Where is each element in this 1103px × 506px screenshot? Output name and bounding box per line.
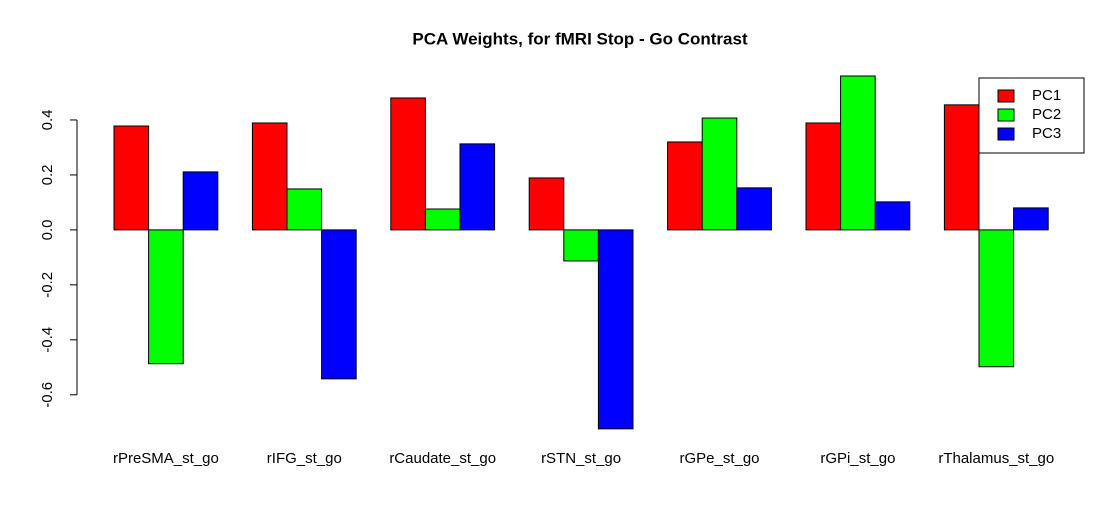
y-tick-label: -0.4 (39, 327, 56, 353)
x-tick-label: rCaudate_st_go (389, 450, 496, 467)
y-tick-label: -0.2 (39, 272, 56, 298)
bar (182, 171, 219, 231)
legend-swatch (997, 89, 1015, 103)
x-tick-label: rGPe_st_go (679, 450, 759, 467)
x-tick-label: rGPi_st_go (820, 450, 895, 467)
y-tick-label: -0.6 (39, 382, 56, 408)
bar (390, 97, 426, 231)
bar (424, 208, 461, 231)
y-tick-label: 0.0 (39, 219, 56, 240)
bar (286, 188, 323, 231)
bar (736, 187, 772, 231)
bar (148, 229, 184, 365)
bar (701, 117, 738, 231)
bar (943, 104, 980, 231)
y-tick-label: 0.2 (39, 164, 56, 185)
chart-title: PCA Weights, for fMRI Stop - Go Contrast (412, 29, 748, 48)
bar (251, 122, 288, 231)
x-tick-label: rPreSMA_st_go (113, 450, 219, 467)
legend-swatch (997, 108, 1015, 122)
x-tick-label: rIFG_st_go (267, 450, 342, 467)
x-tick-label: rThalamus_st_go (938, 450, 1054, 467)
bar (597, 229, 634, 430)
bar (874, 201, 911, 231)
legend-label: PC2 (1032, 106, 1061, 123)
bar (1013, 207, 1049, 231)
x-tick-label: rSTN_st_go (541, 450, 621, 467)
bar (459, 143, 496, 231)
legend-label: PC1 (1032, 87, 1061, 104)
bar (805, 122, 842, 231)
bar (563, 229, 599, 262)
legend-swatch (997, 127, 1015, 141)
legend-label: PC3 (1032, 125, 1061, 142)
bar (978, 229, 1015, 368)
bar (321, 229, 357, 380)
y-tick-label: 0.4 (39, 110, 56, 131)
bar (667, 141, 703, 231)
bar (840, 75, 876, 231)
bar (528, 177, 565, 231)
bar (113, 125, 150, 231)
legend-box (978, 77, 1085, 154)
